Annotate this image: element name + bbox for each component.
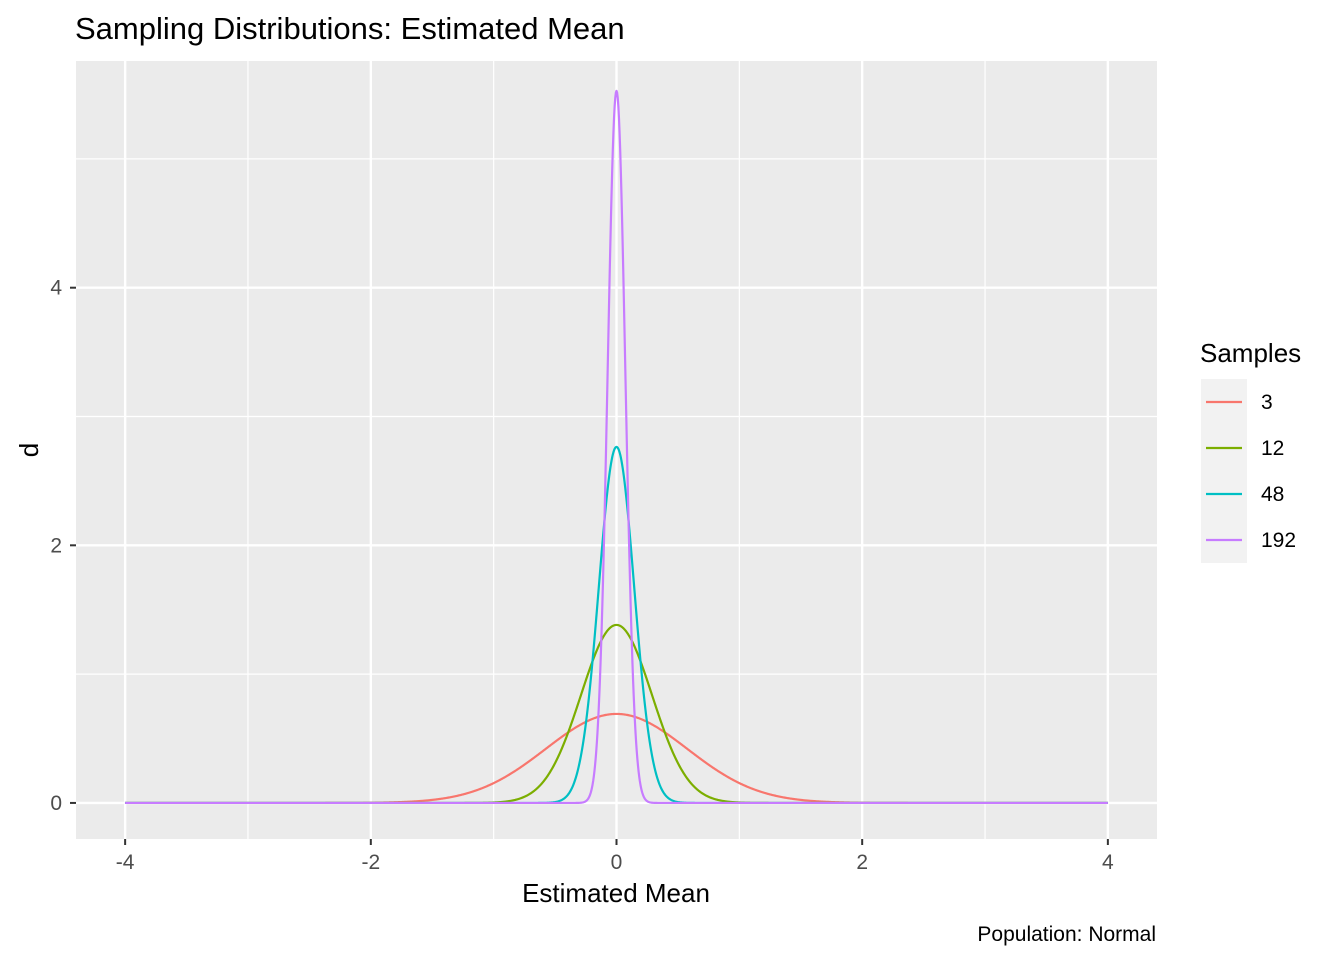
- caption: Population: Normal: [977, 923, 1156, 946]
- x-tick-label: -4: [116, 851, 135, 874]
- x-tick-label: 2: [856, 851, 868, 874]
- x-axis-title: Estimated Mean: [522, 878, 710, 908]
- series-line-192: [124, 89, 1109, 805]
- legend-label-48: 48: [1261, 483, 1284, 506]
- y-tick-label: 4: [50, 277, 62, 300]
- legend-key-background: [1201, 379, 1247, 563]
- y-tick-label: 2: [50, 534, 62, 557]
- y-axis-title: d: [14, 443, 44, 457]
- legend: Samples 3 12 48 192: [1200, 338, 1301, 563]
- legend-label-192: 192: [1261, 529, 1296, 552]
- legend-label-12: 12: [1261, 437, 1284, 460]
- x-tick-label: 0: [611, 851, 623, 874]
- series-lines: [124, 89, 1109, 805]
- chart-title: Sampling Distributions: Estimated Mean: [75, 11, 625, 46]
- x-axis: -4 -2 0 2 4: [116, 839, 1114, 874]
- y-tick-label: 0: [50, 792, 62, 815]
- major-grid: [76, 61, 1157, 839]
- legend-keys: 3 12 48 192: [1201, 379, 1296, 563]
- x-tick-label: -2: [361, 851, 380, 874]
- y-axis: 0 2 4: [50, 277, 76, 815]
- legend-label-3: 3: [1261, 391, 1273, 414]
- legend-title: Samples: [1200, 338, 1301, 368]
- x-tick-label: 4: [1102, 851, 1114, 874]
